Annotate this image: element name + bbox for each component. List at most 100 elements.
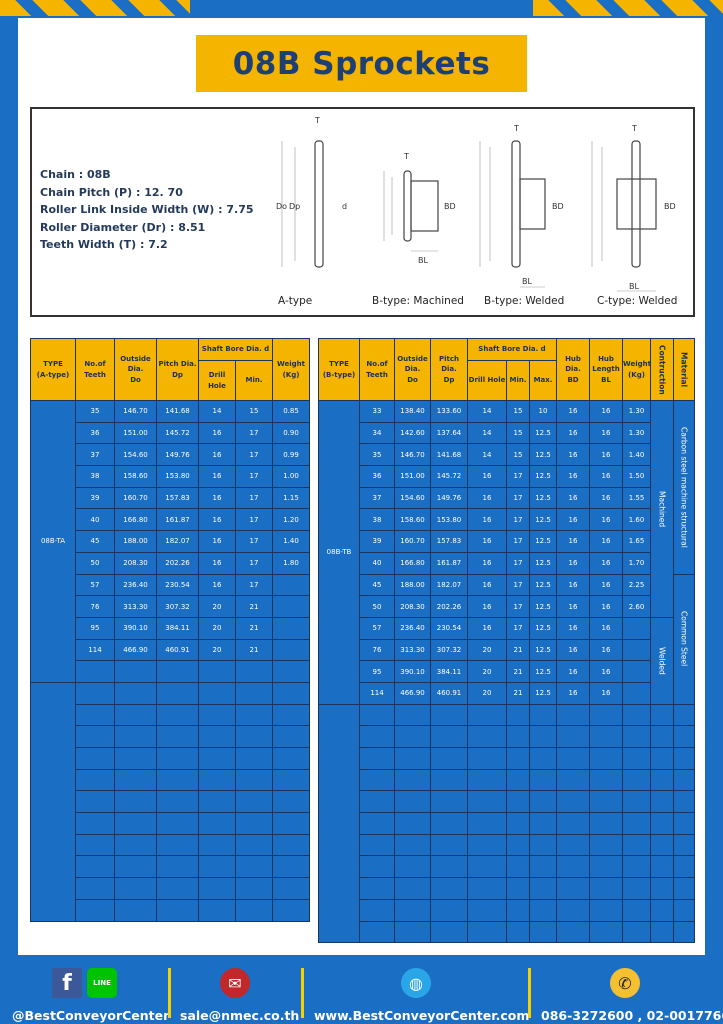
table-cell: 1.30: [622, 421, 652, 445]
table-cell: 15: [506, 400, 530, 423]
table-cell: 12.5: [528, 551, 558, 575]
table-cell: 1.30: [622, 400, 652, 423]
table-cell: 76: [359, 638, 395, 662]
website-link[interactable]: www.BestConveyorCenter.com: [314, 1008, 530, 1023]
spec-list: Chain : 08B Chain Pitch (P) : 12. 70 Rolle…: [40, 166, 254, 254]
empty-cell: [198, 725, 236, 748]
type-cell: 08B-TA: [30, 400, 76, 683]
table-cell: 166.80: [114, 508, 157, 532]
empty-cell: [235, 812, 273, 835]
table-cell: 16: [467, 530, 507, 553]
table-cell: 17: [506, 573, 530, 597]
facebook-icon[interactable]: f: [52, 968, 82, 998]
table-cell: 146.70: [114, 400, 157, 423]
b-machined-bl-label: BL: [418, 256, 428, 265]
empty-cell: [272, 855, 310, 879]
header-text: TYPE: [329, 360, 349, 368]
table-cell: 137.64: [430, 421, 468, 445]
table-cell: 17: [506, 530, 530, 553]
table-cell: 35: [359, 443, 395, 467]
table-row: 39 160.70 157.83 16 17 1.15: [31, 486, 310, 510]
empty-row: [319, 877, 696, 900]
table-cell: 154.60: [394, 486, 431, 510]
table-row: 35 146.70 141.68 14 15 12.5 16 16 1.40: [319, 443, 695, 467]
header-text: Do: [407, 375, 418, 384]
empty-cell: [114, 855, 157, 879]
table-cell: 21: [235, 616, 273, 640]
table-cell: [622, 681, 652, 705]
table-cell: 20: [467, 660, 507, 683]
table-row: 114 466.90 460.91 20 21 12.5 16 16: [319, 681, 695, 705]
empty-cell: [589, 725, 624, 748]
empty-cell: [589, 790, 624, 814]
empty-cell: [506, 877, 530, 900]
empty-cell: [467, 747, 507, 770]
table-cell: 12.5: [528, 421, 558, 445]
empty-cell: [430, 790, 468, 814]
table-cell: 34: [359, 421, 395, 445]
table-row: 37 154.60 149.76 16 17 12.5 16 16 1.55: [319, 486, 695, 510]
empty-cell: [359, 920, 395, 944]
table-cell: 161.87: [430, 551, 468, 575]
empty-cell: [359, 747, 395, 770]
empty-cell: [359, 725, 395, 748]
phone-numbers[interactable]: 086-3272600 , 02-0017766: [541, 1008, 723, 1023]
header-text: Do: [130, 375, 141, 384]
empty-cell: [198, 812, 236, 835]
table-cell: 16: [198, 508, 236, 532]
a-type-t-label: T: [314, 116, 320, 125]
table-cell: 16: [589, 400, 624, 423]
empty-cell: [198, 768, 236, 792]
empty-cell: [394, 790, 431, 814]
table-cell: [272, 660, 310, 683]
social-handle[interactable]: @BestConveyorCenter: [12, 1008, 170, 1023]
email-link[interactable]: sale@nmec.co.th: [180, 1008, 300, 1023]
empty-cell: [589, 855, 624, 879]
table-cell: 16: [556, 551, 591, 575]
table-row: 08B-TB 33 138.40 133.60 14 15 10 16 16 1.30 Machin…: [318, 400, 696, 705]
empty-cell: [272, 703, 310, 727]
empty-cell: [430, 833, 468, 857]
empty-cell: [272, 833, 310, 857]
table-cell: 1.50: [622, 465, 652, 488]
c-welded-hub: [616, 178, 657, 230]
table-cell: 16: [589, 465, 624, 488]
header-text: TYPE: [43, 360, 63, 368]
table-cell: 15: [235, 400, 273, 423]
table-cell: 1.65: [622, 530, 652, 553]
empty-cell: [394, 898, 431, 922]
empty-cell: [272, 877, 310, 900]
empty-cell: [556, 877, 591, 900]
table-row: 08B-TA 35 146.70 141.68 14 15 0.85: [30, 400, 310, 683]
empty-cell: [589, 812, 624, 835]
empty-cell: [430, 747, 468, 770]
table-cell: 166.80: [394, 551, 431, 575]
header-text: Dp: [443, 375, 455, 384]
header-min: Min.: [506, 360, 530, 401]
b-welded-plate: [511, 140, 521, 268]
table-cell: 16: [589, 681, 624, 705]
table-cell: 50: [359, 595, 395, 618]
empty-cell: [430, 855, 468, 879]
header-shaft-bore: Shaft Bore Dia. d: [198, 338, 273, 361]
table-cell: 16: [556, 638, 591, 662]
empty-cell: [198, 898, 236, 922]
table-cell: 307.32: [430, 638, 468, 662]
table-row: 39 160.70 157.83 16 17 12.5 16 16 1.65: [319, 530, 695, 553]
header-material: Material: [673, 338, 696, 401]
table-row: 95 390.10 384.11 20 21: [31, 616, 310, 640]
table-cell: 16: [467, 595, 507, 618]
table-cell: 16: [589, 660, 624, 683]
table-cell: 16: [467, 486, 507, 510]
table-cell: 16: [467, 573, 507, 597]
table-cell: 390.10: [114, 616, 157, 640]
empty-cell: [156, 790, 199, 814]
a-type-d-label: d: [342, 202, 347, 211]
table-cell: 16: [556, 465, 591, 488]
line-icon[interactable]: LINE: [87, 968, 117, 998]
divider: [301, 968, 304, 1018]
table-cell: 16: [589, 486, 624, 510]
empty-cell: [114, 768, 157, 792]
table-cell: 153.80: [430, 508, 468, 532]
header-drill-hole: Drill Hole: [467, 360, 507, 401]
